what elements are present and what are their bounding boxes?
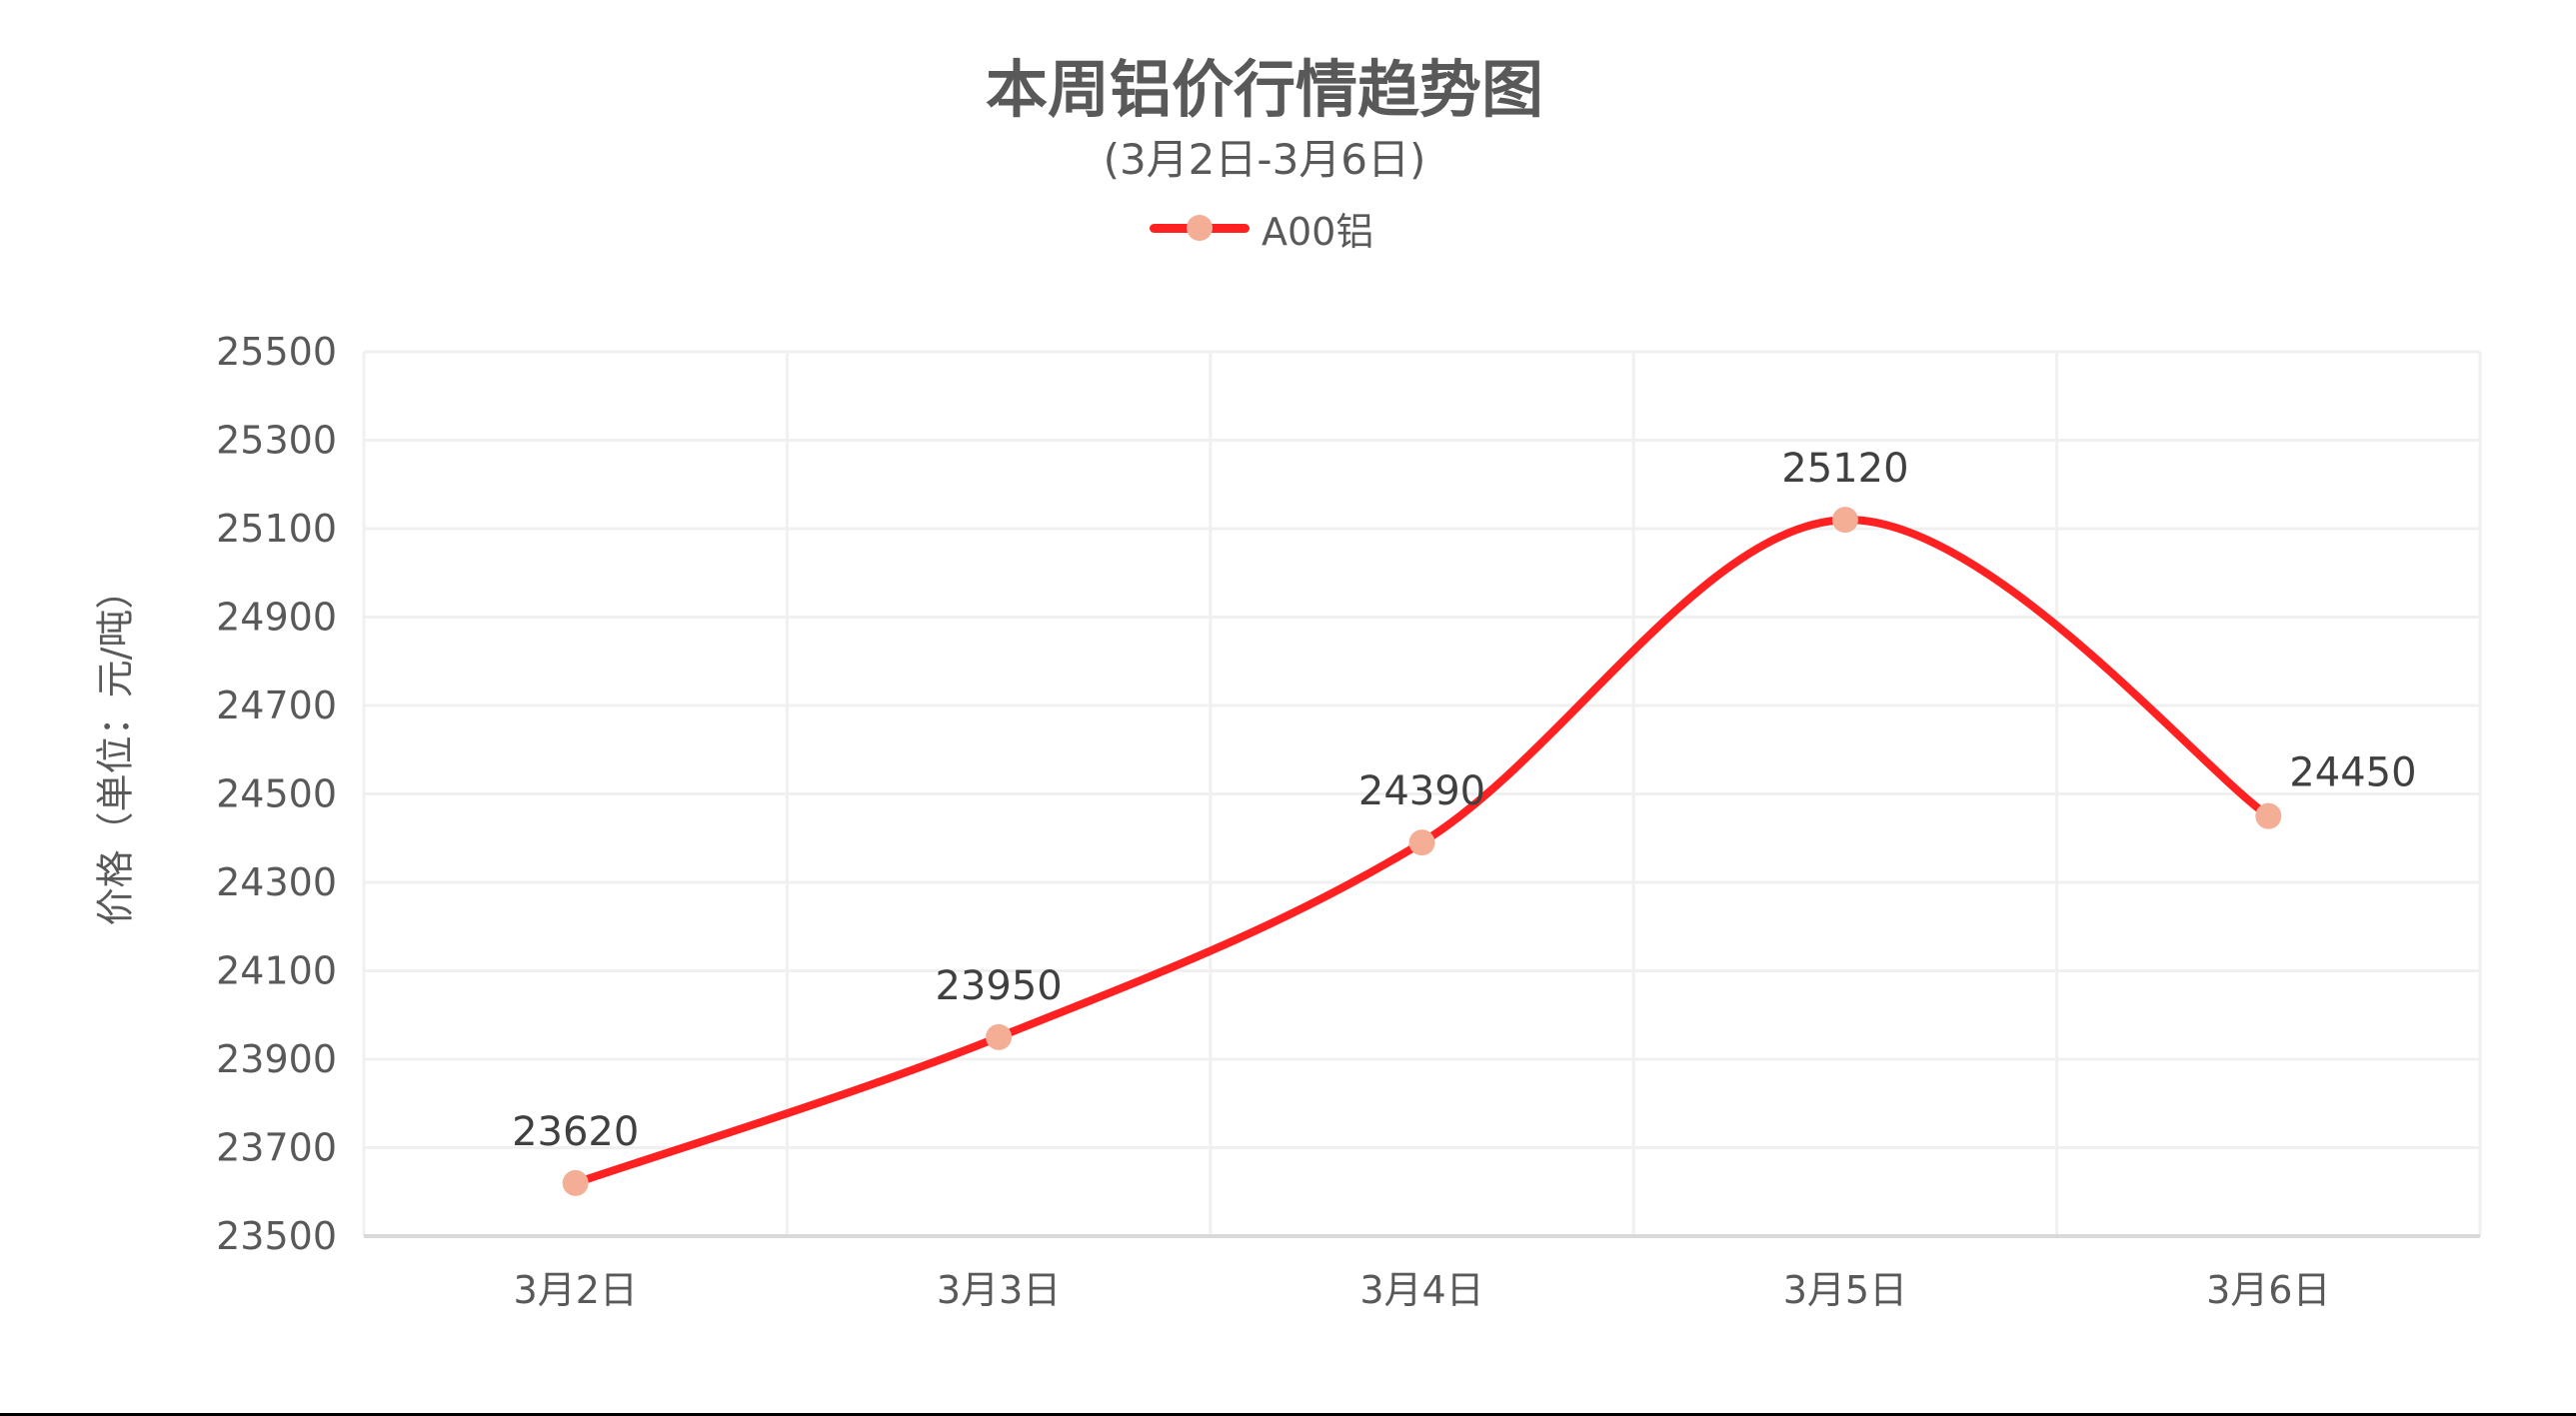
data-label: 24450 bbox=[2289, 750, 2416, 796]
y-axis-ticks: 23500 23700 23900 24100 24300 24500 24700 24900… bbox=[216, 330, 337, 1258]
x-axis-ticks: 3月2日 3月3日 3月4日 3月5日 3月6日 bbox=[514, 1268, 2331, 1312]
data-point-marker bbox=[986, 1023, 1013, 1050]
y-tick-label: 25300 bbox=[216, 419, 337, 463]
y-tick-label: 24700 bbox=[216, 684, 337, 727]
y-tick-label: 25500 bbox=[216, 330, 337, 374]
chart-title: 本周铝价行情趋势图 bbox=[985, 53, 1543, 126]
data-label: 24390 bbox=[1358, 768, 1485, 814]
x-tick-label: 3月5日 bbox=[1783, 1268, 1907, 1312]
data-label: 23620 bbox=[512, 1109, 639, 1155]
data-point-marker bbox=[2255, 802, 2282, 829]
x-tick-label: 3月4日 bbox=[1359, 1268, 1483, 1312]
data-point-marker bbox=[1831, 507, 1858, 534]
legend: A00铝 bbox=[1148, 205, 1373, 254]
chart-subtitle: (3月2日-3月6日) bbox=[1103, 135, 1426, 184]
bottom-border bbox=[0, 1413, 2576, 1416]
x-tick-label: 3月6日 bbox=[2206, 1268, 2330, 1312]
y-tick-label: 24300 bbox=[216, 860, 337, 904]
data-label: 25120 bbox=[1781, 446, 1908, 492]
y-tick-label: 23700 bbox=[216, 1126, 337, 1170]
data-labels: 23620 23950 24390 25120 24450 bbox=[512, 446, 2416, 1155]
y-tick-label: 24900 bbox=[216, 596, 337, 640]
gridlines bbox=[362, 350, 2482, 1238]
data-point-marker bbox=[1408, 829, 1435, 856]
data-point-marker bbox=[562, 1169, 589, 1196]
y-tick-label: 24500 bbox=[216, 772, 337, 816]
y-tick-label: 23500 bbox=[216, 1214, 337, 1258]
y-tick-label: 25100 bbox=[216, 507, 337, 551]
y-tick-label: 24100 bbox=[216, 949, 337, 993]
legend-line-marker-icon bbox=[1148, 205, 1252, 251]
data-label: 23950 bbox=[935, 963, 1062, 1009]
legend-label: A00铝 bbox=[1262, 209, 1374, 254]
x-tick-label: 3月2日 bbox=[514, 1268, 638, 1312]
series-line-a00 bbox=[571, 516, 2273, 1187]
series-markers bbox=[562, 507, 2282, 1196]
x-tick-label: 3月3日 bbox=[937, 1268, 1061, 1312]
y-tick-label: 23900 bbox=[216, 1037, 337, 1081]
